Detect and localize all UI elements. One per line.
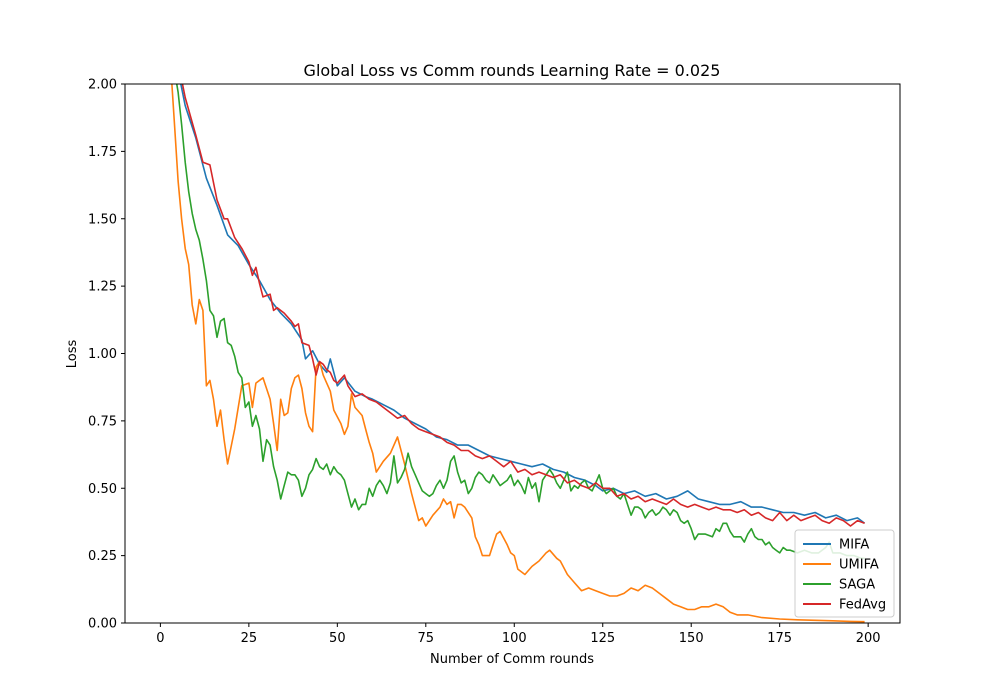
y-tick-label: 1.00 [88, 347, 117, 362]
series-line-umifa [171, 84, 865, 623]
y-axis: 0.00 0.25 0.50 0.75 1.00 1.25 1.50 1.75 2.00 [88, 78, 125, 632]
y-tick-label: 0.75 [88, 414, 117, 429]
y-tick-label: 1.25 [88, 280, 117, 295]
x-tick-label: 200 [856, 631, 881, 646]
chart-title: Global Loss vs Comm rounds Learning Rate… [304, 61, 721, 80]
y-tick-label: 0.50 [88, 482, 117, 497]
x-tick-label: 175 [767, 631, 792, 646]
series-layer [171, 84, 866, 623]
x-axis-label: Number of Comm rounds [430, 652, 594, 667]
legend-label-umifa: UMIFA [839, 558, 879, 573]
x-tick-label: 125 [590, 631, 615, 646]
y-tick-label: 0.00 [88, 617, 117, 632]
y-tick-label: 1.75 [88, 145, 117, 160]
x-tick-label: 25 [241, 631, 258, 646]
x-axis: 0 25 50 75 100 125 150 175 200 [156, 623, 881, 646]
legend-label-mifa: MIFA [839, 538, 869, 553]
y-tick-label: 2.00 [88, 78, 117, 93]
legend-box [794, 529, 895, 618]
legend: MIFA UMIFA SAGA FedAvg [794, 529, 895, 618]
x-tick-label: 50 [329, 631, 346, 646]
x-tick-label: 75 [418, 631, 435, 646]
x-tick-label: 0 [156, 631, 164, 646]
x-tick-label: 100 [502, 631, 527, 646]
y-tick-label: 1.50 [88, 212, 117, 227]
y-axis-label: Loss [65, 340, 80, 369]
series-line-saga [175, 84, 865, 560]
y-tick-label: 0.25 [88, 549, 117, 564]
legend-label-saga: SAGA [839, 578, 875, 593]
series-line-mifa [180, 84, 866, 524]
series-line-fedavg [181, 84, 865, 527]
legend-label-fedavg: FedAvg [839, 598, 886, 613]
x-tick-label: 150 [679, 631, 704, 646]
